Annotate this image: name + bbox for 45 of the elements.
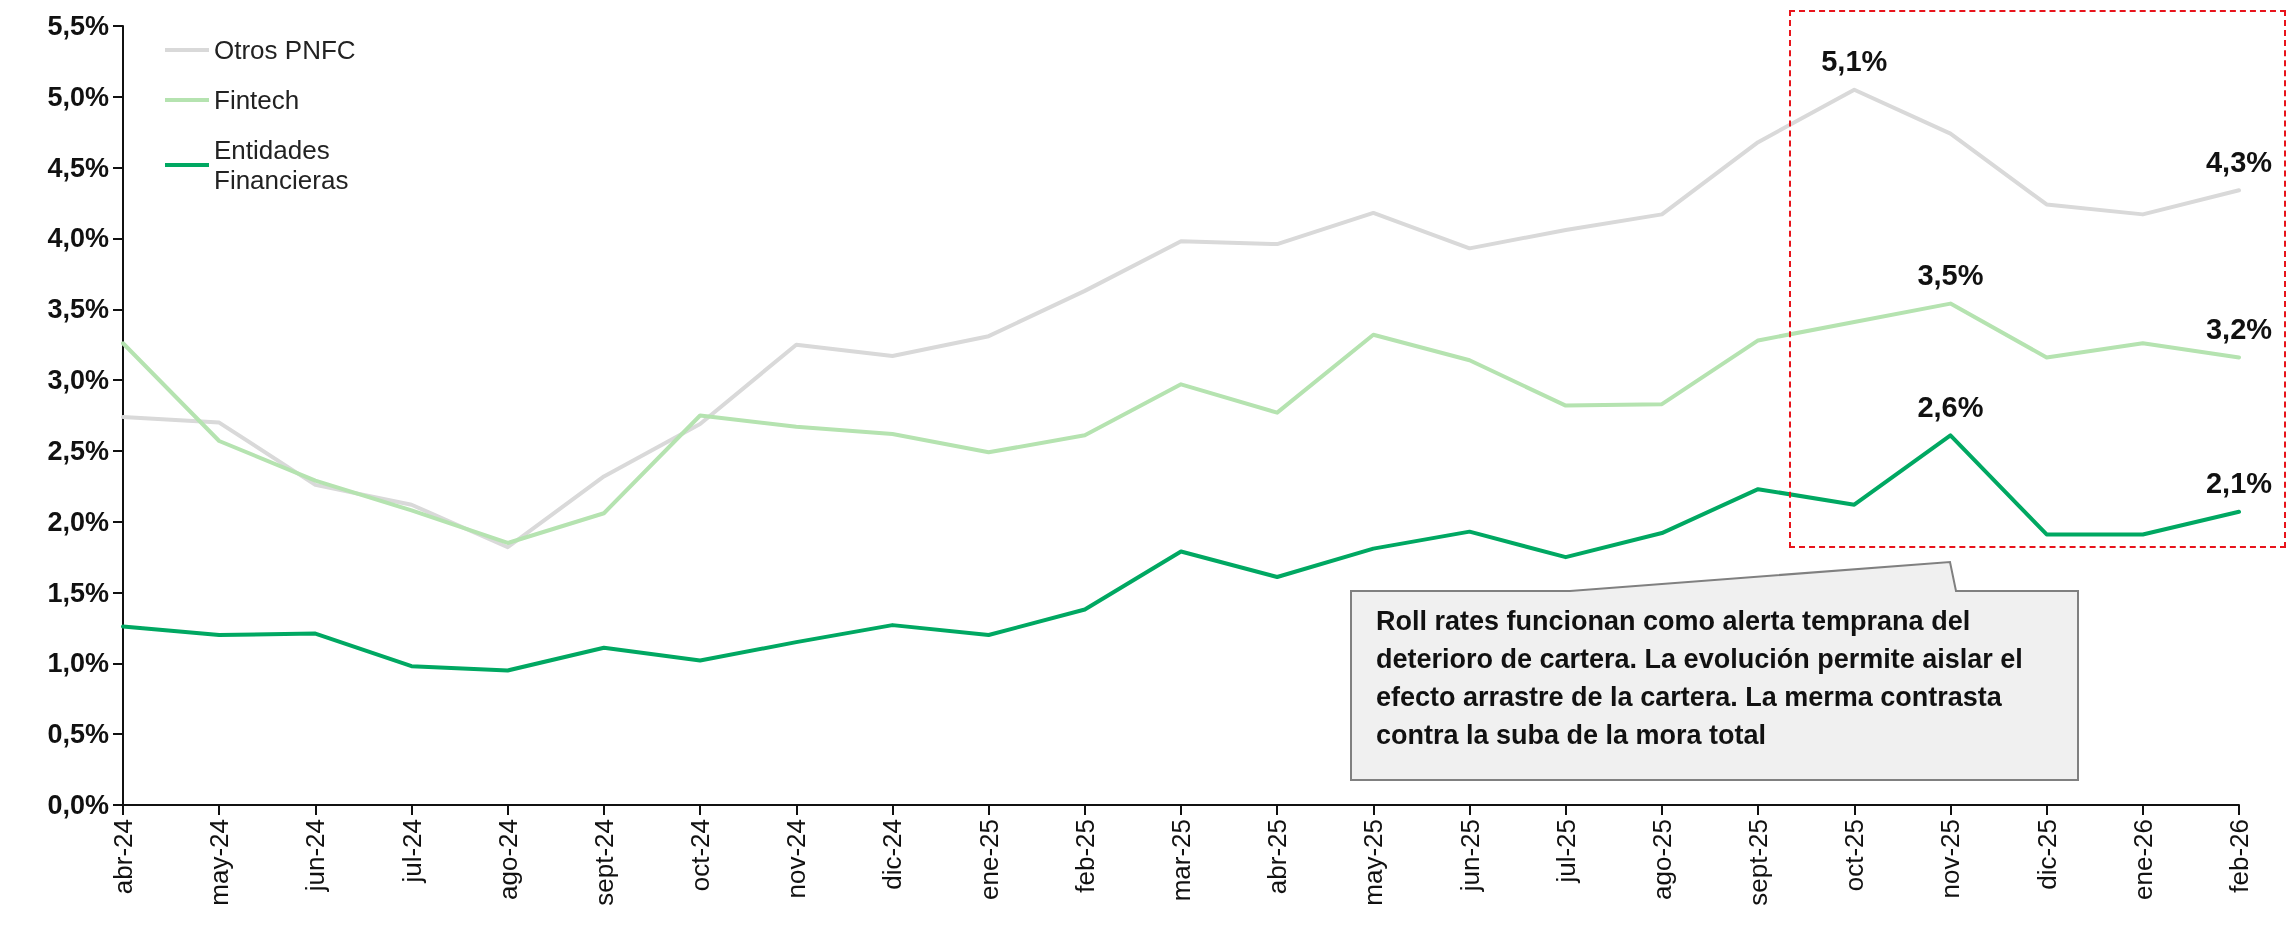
y-tick-label: 5,0% [47, 81, 109, 112]
x-tick-label: dic-25 [2031, 819, 2062, 890]
x-tick-label: nov-24 [781, 819, 812, 899]
x-tick-label: ago-25 [1646, 819, 1677, 900]
data-label: 4,3% [2205, 145, 2273, 178]
data-label: 2,1% [2205, 467, 2273, 500]
y-tick-label: 1,5% [47, 577, 109, 608]
x-tick-label: ago-24 [492, 819, 523, 900]
x-tick-label: ene-26 [2127, 819, 2158, 900]
x-tick-label: oct-24 [685, 819, 716, 892]
legend-label: Fintech [214, 85, 300, 115]
data-label: 3,5% [1917, 259, 1984, 292]
x-tick-label: may-25 [1358, 819, 1389, 906]
x-tick-label: jun-24 [300, 819, 331, 893]
x-tick-label: feb-25 [1069, 819, 1100, 893]
x-tick-label: abr-24 [108, 819, 138, 895]
y-tick-label: 0,0% [47, 790, 109, 820]
legend-label: Otros PNFC [214, 35, 356, 65]
data-label: 5,1% [1821, 45, 1888, 78]
x-tick-label: nov-25 [1935, 819, 1966, 899]
x-tick-label: abr-25 [1262, 819, 1293, 895]
y-tick-label: 3,0% [47, 365, 109, 396]
data-label: 2,6% [1917, 390, 1984, 423]
data-label: 3,2% [2205, 312, 2273, 345]
legend-label: Entidades Financieras [214, 135, 349, 195]
x-tick-label: oct-25 [1839, 819, 1870, 892]
x-tick-label: sept-25 [1743, 819, 1774, 906]
y-tick-label: 1,0% [47, 648, 109, 679]
x-tick-label: dic-24 [877, 819, 908, 890]
y-tick-label: 4,0% [47, 223, 109, 254]
x-tick-label: jul-25 [1550, 819, 1581, 884]
y-tick-label: 5,5% [47, 11, 109, 41]
x-tick-label: ene-25 [973, 819, 1004, 900]
x-tick-label: jun-25 [1454, 819, 1485, 893]
y-tick-label: 3,5% [47, 294, 109, 325]
annotation: Roll rates funcionan como alerta temprana del deterioro de cartera. La evolución permite aislar el efecto arrastre de la cartera. La merma contrasta contra la suba de la mora total [1376, 605, 2024, 752]
x-tick-label: jul-24 [396, 819, 427, 884]
y-tick-label: 0,5% [47, 719, 109, 750]
x-tick-label: sept-24 [588, 819, 619, 906]
x-tick-label: mar-25 [1166, 819, 1196, 902]
x-tick-label: may-24 [204, 819, 235, 906]
y-tick-label: 2,0% [47, 506, 109, 537]
x-tick-label: feb-26 [2224, 819, 2254, 893]
y-tick-label: 2,5% [47, 435, 109, 466]
y-tick-label: 4,5% [47, 152, 109, 183]
